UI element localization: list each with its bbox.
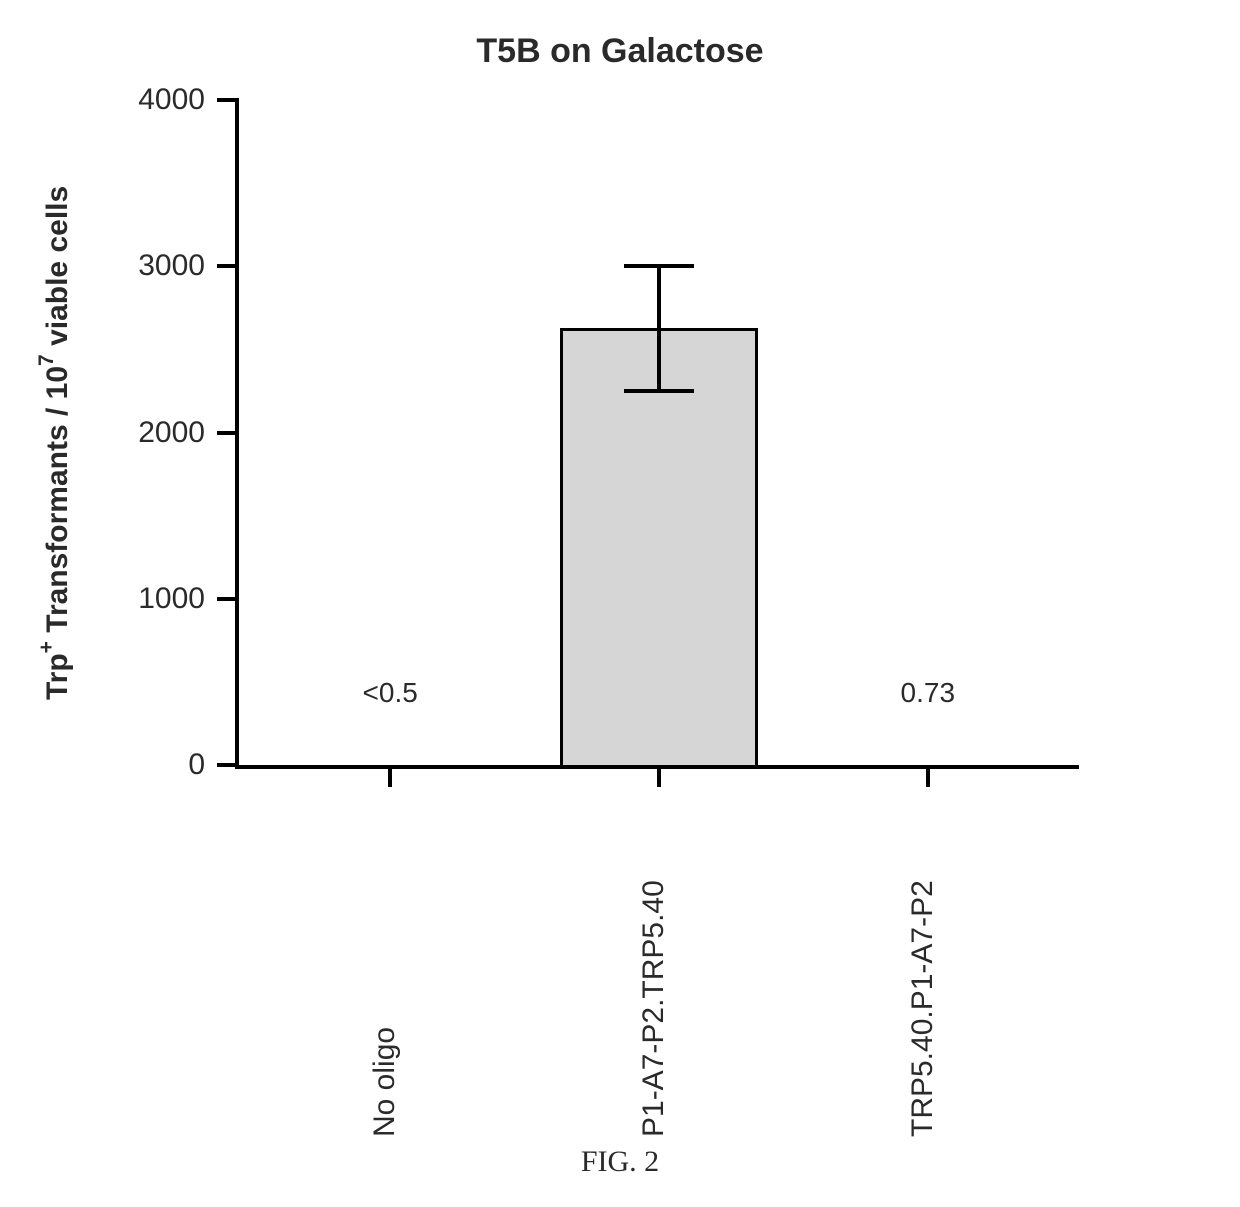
error-bar-cap-bottom xyxy=(624,389,694,393)
x-tick-mark xyxy=(926,765,930,787)
y-tick-label: 3000 xyxy=(85,249,205,283)
y-tick-label: 2000 xyxy=(85,416,205,450)
error-bar-cap-top xyxy=(624,264,694,268)
figure-container: { "chart": { "type": "bar", "title": "T5… xyxy=(0,0,1240,1207)
y-tick-mark xyxy=(217,763,239,767)
y-axis-title: Trp+ Transformants / 107 viable cells xyxy=(35,180,75,700)
x-tick-mark xyxy=(388,765,392,787)
value-annotation: 0.73 xyxy=(858,677,998,709)
y-tick-mark xyxy=(217,431,239,435)
x-tick-mark xyxy=(657,765,661,787)
y-tick-label: 0 xyxy=(85,748,205,782)
x-tick-label: TRP5.40.P1-A7-P2 xyxy=(906,797,940,1137)
plot-area: <0.5 0.73 xyxy=(235,100,1079,769)
chart-title: T5B on Galactose xyxy=(0,32,1240,71)
bar xyxy=(560,328,757,765)
x-tick-label: No oligo xyxy=(368,797,402,1137)
y-tick-label: 1000 xyxy=(85,582,205,616)
y-tick-mark xyxy=(217,98,239,102)
y-tick-mark xyxy=(217,264,239,268)
error-bar-vertical xyxy=(657,266,661,391)
figure-caption: FIG. 2 xyxy=(0,1145,1240,1179)
y-tick-mark xyxy=(217,597,239,601)
y-tick-label: 4000 xyxy=(85,83,205,117)
value-annotation: <0.5 xyxy=(320,677,460,709)
x-tick-label: P1-A7-P2.TRP5.40 xyxy=(637,797,671,1137)
